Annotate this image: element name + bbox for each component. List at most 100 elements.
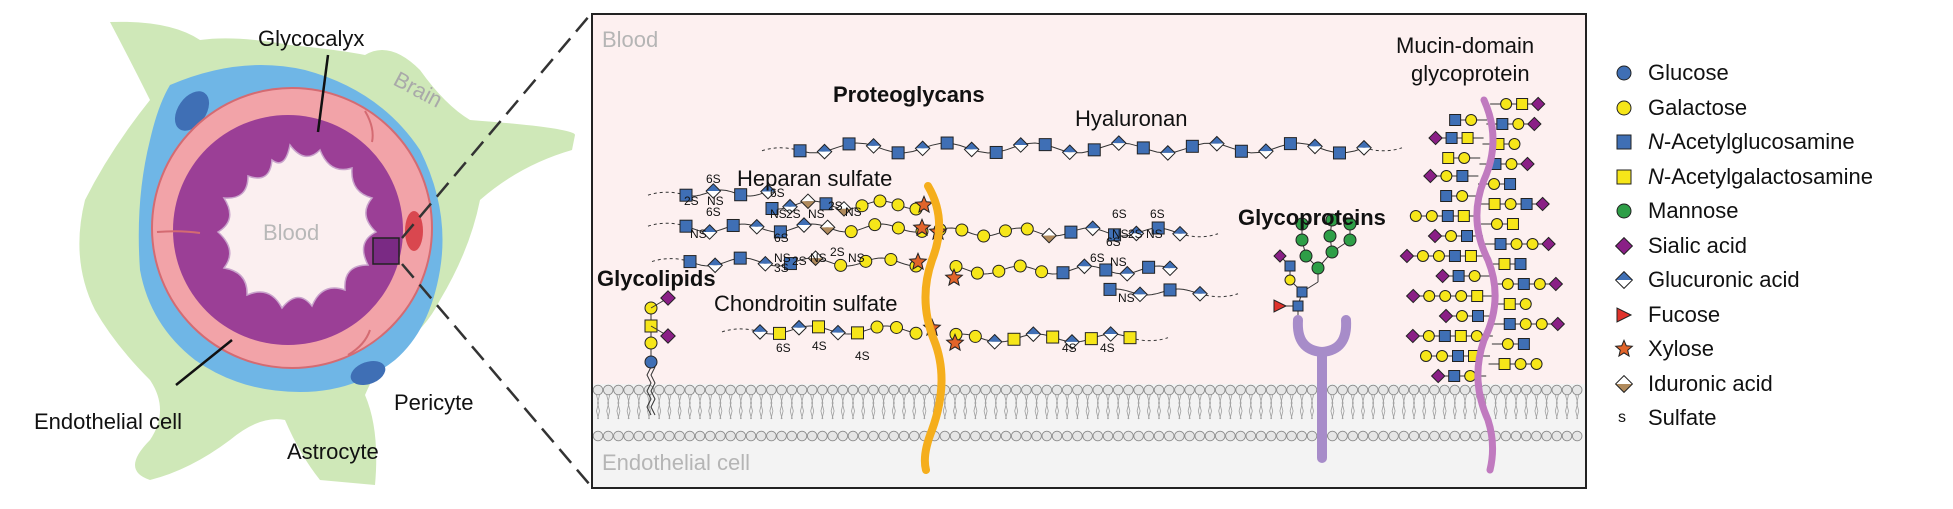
lipid-head — [970, 384, 981, 396]
glcnac-symbol — [1038, 138, 1052, 152]
lipid-head — [1500, 430, 1512, 442]
glucuronic-acid-symbol — [1119, 265, 1136, 282]
glucuronic-acid-symbol — [705, 183, 722, 199]
lipid-tail — [1340, 394, 1344, 420]
lipid-tail — [1545, 394, 1549, 420]
chain-continuation — [1199, 293, 1239, 298]
vessel-cross-section — [79, 21, 575, 486]
lipid-tail — [1535, 394, 1539, 420]
sulfation-label: NS — [1110, 255, 1127, 269]
galactose-symbol — [1020, 222, 1034, 236]
lipid-tail — [1300, 394, 1304, 420]
glcnac-symbol — [1438, 330, 1451, 342]
legend-label: N-Acetylglucosamine — [1648, 129, 1855, 155]
heparan-chain-1 — [647, 183, 776, 202]
lipid-bilayer — [592, 384, 1583, 442]
xylose-symbol — [944, 268, 964, 287]
lipid-tail — [1106, 394, 1109, 420]
mucin-o-glycans — [1399, 96, 1566, 384]
lipid-tail — [617, 394, 621, 420]
lipid-head — [1276, 430, 1287, 442]
glcnac-symbol — [1108, 228, 1122, 242]
legend-symbol — [1612, 233, 1648, 259]
legend-symbol — [1612, 371, 1648, 397]
glcnac-symbol — [842, 137, 856, 151]
lipid-head — [806, 384, 818, 396]
lipid-head — [1031, 430, 1042, 442]
chain-backbone — [685, 189, 769, 197]
lipid-head — [1000, 430, 1012, 442]
lipid-head — [1541, 384, 1552, 396]
glucuronic-acid-symbol — [963, 141, 980, 158]
legend-symbol — [1612, 164, 1648, 190]
sulfation-label: 4S — [855, 349, 870, 363]
mannose-symbol — [1343, 233, 1357, 247]
lipid-tail — [811, 394, 815, 420]
lipid-head — [1418, 430, 1430, 442]
galactose-symbol — [1423, 290, 1436, 302]
lipid-tail — [1188, 394, 1192, 420]
lipid-head — [592, 384, 604, 396]
hyaluronan-chain — [761, 135, 1403, 161]
lipid-tail — [636, 394, 640, 420]
sulfation-label: 6S — [1112, 207, 1127, 221]
lipid-head — [1286, 430, 1297, 442]
legend-label: Iduronic acid — [1648, 370, 1773, 396]
glucuronic-acid-symbol — [791, 319, 807, 336]
galactose-symbol — [1284, 274, 1296, 286]
glcnac-symbol — [1517, 278, 1530, 290]
galactose-symbol — [1530, 358, 1543, 370]
glcnac-symbol — [793, 144, 807, 158]
halfdiamond-legend-icon — [1614, 374, 1634, 393]
lipid-head — [704, 430, 716, 442]
mucin-core-protein — [1473, 96, 1499, 474]
lipid-head — [827, 384, 838, 396]
lipid-head — [1194, 384, 1206, 396]
galactose-symbol — [1468, 270, 1481, 282]
sialic-acid-symbol — [1273, 249, 1287, 263]
lipid-head — [1021, 384, 1032, 396]
lipid-head — [674, 384, 685, 396]
lipid-tail — [1280, 394, 1284, 420]
lipid-tail — [1382, 394, 1386, 420]
glycocalyx-label: Glycocalyx — [258, 26, 364, 51]
legend-label: Sulfate — [1648, 405, 1717, 431]
lipid-tail — [657, 394, 661, 420]
zoom-region-box — [372, 237, 400, 265]
lipid-head — [878, 430, 889, 442]
galnac-symbol — [1488, 198, 1501, 210]
lipid-tail — [902, 394, 905, 420]
chondroitin-chain-right — [949, 326, 1169, 350]
glucuronic-acid-symbol — [1084, 220, 1101, 237]
lipid-head — [592, 430, 604, 442]
lipid-head — [674, 430, 685, 442]
glcnac-symbol — [1440, 190, 1453, 202]
glycolipids-label: Glycolipids — [597, 266, 716, 291]
hyaluronan-label: Hyaluronan — [1075, 106, 1188, 131]
legend-label: Glucose — [1648, 60, 1729, 86]
lipid-head — [1143, 384, 1155, 396]
xylose-symbol — [908, 252, 928, 271]
lipid-head — [837, 430, 849, 442]
lipid-tail — [1146, 394, 1150, 420]
lipid-head — [766, 384, 777, 396]
galactose-symbol — [859, 254, 873, 268]
lipid-tail — [912, 394, 916, 420]
lipid-head — [1123, 430, 1134, 442]
legend-item: Mannose — [1612, 194, 1942, 229]
lipid-tail — [1218, 394, 1222, 420]
lipid-head — [1031, 384, 1042, 396]
lipid-head — [1072, 430, 1083, 442]
iduronic-acid-symbol — [1614, 374, 1634, 393]
legend-item: Glucuronic acid — [1612, 263, 1942, 298]
mannose-symbol — [1325, 245, 1339, 259]
glucuronic-acid-symbol — [1356, 139, 1372, 156]
lipid-tail — [1423, 394, 1427, 420]
lipid-head — [949, 430, 961, 442]
lipid-head — [1204, 430, 1216, 442]
lipid-tail — [626, 394, 630, 420]
lipid-tail — [943, 394, 947, 420]
lipid-tail — [892, 394, 896, 420]
circle-legend-icon — [1616, 100, 1632, 116]
legend-symbol — [1612, 95, 1648, 121]
